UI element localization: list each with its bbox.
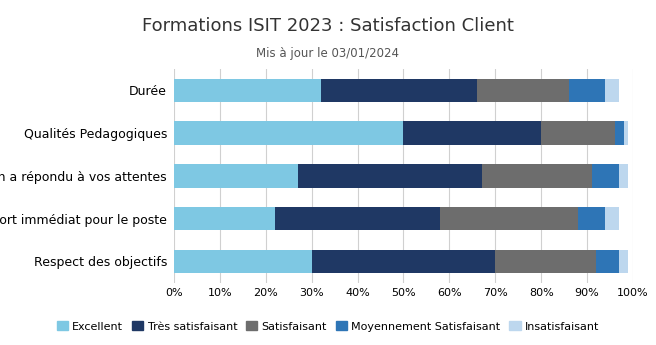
Bar — [569, 79, 605, 102]
Bar — [321, 79, 477, 102]
Bar — [624, 121, 628, 145]
Bar — [403, 121, 541, 145]
Text: Mis à jour le 03/01/2024: Mis à jour le 03/01/2024 — [256, 47, 400, 60]
Bar — [312, 250, 495, 273]
Bar — [596, 250, 619, 273]
Bar — [482, 164, 592, 188]
Bar — [605, 79, 619, 102]
Bar — [495, 250, 596, 273]
Bar — [440, 207, 578, 230]
Bar — [174, 207, 275, 230]
Bar — [275, 207, 440, 230]
Legend: Excellent, Très satisfaisant, Satisfaisant, Moyennement Satisfaisant, Insatisfai: Excellent, Très satisfaisant, Satisfaisa… — [52, 317, 604, 336]
Bar — [619, 250, 628, 273]
Text: Formations ISIT 2023 : Satisfaction Client: Formations ISIT 2023 : Satisfaction Clie… — [142, 17, 514, 35]
Bar — [174, 164, 298, 188]
Bar — [605, 207, 619, 230]
Bar — [298, 164, 482, 188]
Bar — [619, 164, 628, 188]
Bar — [578, 207, 605, 230]
Bar — [174, 250, 312, 273]
Bar — [615, 121, 624, 145]
Bar — [174, 121, 403, 145]
Bar — [541, 121, 615, 145]
Bar — [477, 79, 569, 102]
Bar — [174, 79, 321, 102]
Bar — [592, 164, 619, 188]
